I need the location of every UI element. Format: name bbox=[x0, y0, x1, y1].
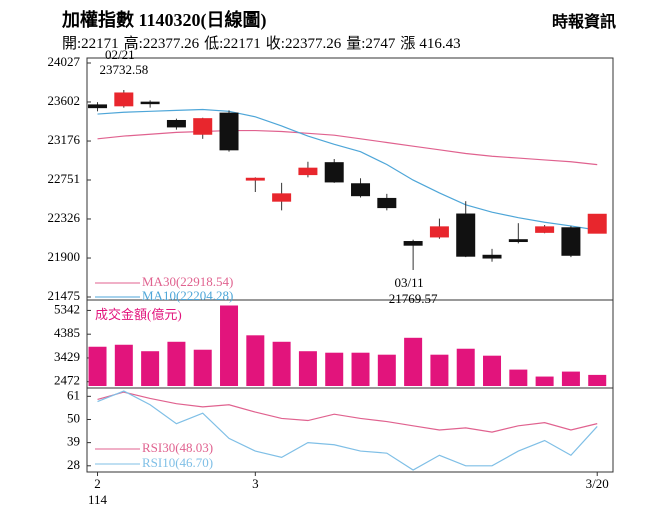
x-tick-label: 3/20 bbox=[586, 476, 609, 491]
y-tick-label: 22326 bbox=[48, 210, 81, 225]
bar bbox=[430, 354, 449, 386]
candle-body bbox=[245, 177, 265, 181]
bar bbox=[351, 352, 370, 386]
candle-body bbox=[298, 167, 318, 176]
stat-value: 22377.26 bbox=[142, 36, 200, 52]
bar bbox=[535, 376, 554, 386]
y-tick-label: 23602 bbox=[48, 93, 81, 108]
stat-value: 2747 bbox=[365, 36, 396, 52]
line bbox=[97, 129, 598, 166]
candle-body bbox=[429, 226, 449, 238]
candle-body bbox=[272, 193, 292, 202]
legend-label: MA30(22918.54) bbox=[142, 274, 233, 289]
stat-label: 漲 bbox=[400, 36, 416, 52]
bar bbox=[325, 352, 344, 386]
legend-label: RSI10(46.70) bbox=[142, 455, 213, 470]
stat: 高:22377.26 bbox=[124, 36, 199, 52]
annotation-value: 21769.57 bbox=[389, 291, 438, 306]
stat: 量:2747 bbox=[346, 36, 395, 52]
candle-body bbox=[377, 197, 397, 209]
bar bbox=[377, 354, 396, 386]
bar bbox=[220, 305, 239, 386]
candle-body bbox=[166, 119, 186, 128]
candle-body bbox=[535, 226, 555, 233]
bar bbox=[483, 355, 502, 386]
candle-body bbox=[561, 227, 581, 256]
panel-frame bbox=[86, 57, 614, 301]
y-tick-label: 2472 bbox=[54, 373, 80, 388]
annotation-value: 23732.58 bbox=[99, 62, 148, 77]
bar bbox=[509, 369, 528, 386]
y-tick-label: 5342 bbox=[54, 301, 80, 316]
stat-value: 416.43 bbox=[419, 36, 461, 52]
candle-body bbox=[324, 162, 344, 183]
y-tick-label: 4385 bbox=[54, 325, 80, 340]
x-tick-label: 2 bbox=[94, 476, 101, 491]
stat-value: 22171 bbox=[223, 36, 261, 52]
y-tick-label: 23176 bbox=[48, 132, 81, 147]
y-tick-label: 22751 bbox=[48, 171, 81, 186]
bar bbox=[561, 371, 580, 386]
y-tick-label: 61 bbox=[67, 387, 80, 402]
bar bbox=[114, 344, 133, 386]
stat: 開:22171 bbox=[62, 36, 119, 52]
line bbox=[97, 108, 598, 231]
candle-body bbox=[219, 112, 239, 151]
y-tick-label: 39 bbox=[67, 434, 80, 449]
legend-label: MA10(22204.28) bbox=[142, 288, 233, 303]
y-tick-label: 21900 bbox=[48, 249, 81, 264]
candle-body bbox=[88, 104, 108, 109]
stat: 收:22377.26 bbox=[266, 36, 341, 52]
candle-body bbox=[508, 239, 528, 243]
candle-body bbox=[193, 118, 213, 135]
bar bbox=[298, 351, 317, 386]
stat-label: 量: bbox=[346, 36, 366, 52]
stat: 漲 416.43 bbox=[400, 36, 460, 52]
stat-label: 收: bbox=[265, 36, 285, 52]
panel-title: 成交金額(億元) bbox=[95, 307, 182, 322]
y-tick-label: 24027 bbox=[48, 54, 81, 69]
bar bbox=[141, 351, 160, 386]
bar bbox=[193, 349, 212, 386]
x-tick-label: 3 bbox=[252, 476, 259, 491]
header: 加權指數 1140320(日線圖) 時報資訊 開:22171 高:22377.26… bbox=[0, 0, 656, 56]
year-label: 114 bbox=[88, 492, 108, 507]
y-tick-label: 3429 bbox=[54, 349, 80, 364]
candle-body bbox=[456, 213, 476, 257]
candle-body bbox=[351, 183, 371, 197]
bar bbox=[588, 374, 607, 386]
annotation-date: 02/21 bbox=[105, 47, 135, 62]
candle-body bbox=[482, 254, 502, 259]
legend-label: RSI30(48.03) bbox=[142, 440, 213, 455]
panel-frame bbox=[86, 387, 614, 473]
bar bbox=[246, 335, 265, 386]
bar bbox=[88, 346, 107, 386]
bar bbox=[456, 348, 475, 386]
bar bbox=[272, 341, 291, 386]
bar bbox=[404, 337, 423, 386]
y-tick-label: 50 bbox=[67, 410, 80, 425]
stat-value: 22377.26 bbox=[284, 36, 342, 52]
stat-label: 高: bbox=[123, 36, 143, 52]
candle-body bbox=[587, 213, 607, 234]
stat-label: 低: bbox=[204, 36, 224, 52]
annotation-date: 03/11 bbox=[395, 275, 424, 290]
stat-label: 開: bbox=[62, 36, 82, 52]
line bbox=[97, 391, 598, 433]
stat: 低:22171 bbox=[204, 36, 261, 52]
line bbox=[97, 390, 598, 471]
stats: 開:22171 高:22377.26 低:22171 收:22377.26 量:2747… bbox=[62, 32, 466, 53]
title: 加權指數 1140320(日線圖) bbox=[62, 10, 267, 30]
y-tick-label: 28 bbox=[67, 457, 80, 472]
candle-body bbox=[140, 101, 160, 105]
bar bbox=[167, 341, 186, 386]
y-tick-label: 21475 bbox=[48, 288, 81, 303]
source: 時報資訊 bbox=[551, 14, 616, 31]
candle-body bbox=[114, 92, 134, 107]
stat-value: 22171 bbox=[81, 36, 119, 52]
candle-body bbox=[403, 241, 423, 246]
